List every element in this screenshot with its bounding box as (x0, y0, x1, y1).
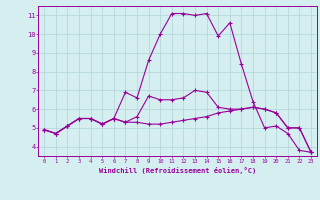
X-axis label: Windchill (Refroidissement éolien,°C): Windchill (Refroidissement éolien,°C) (99, 167, 256, 174)
